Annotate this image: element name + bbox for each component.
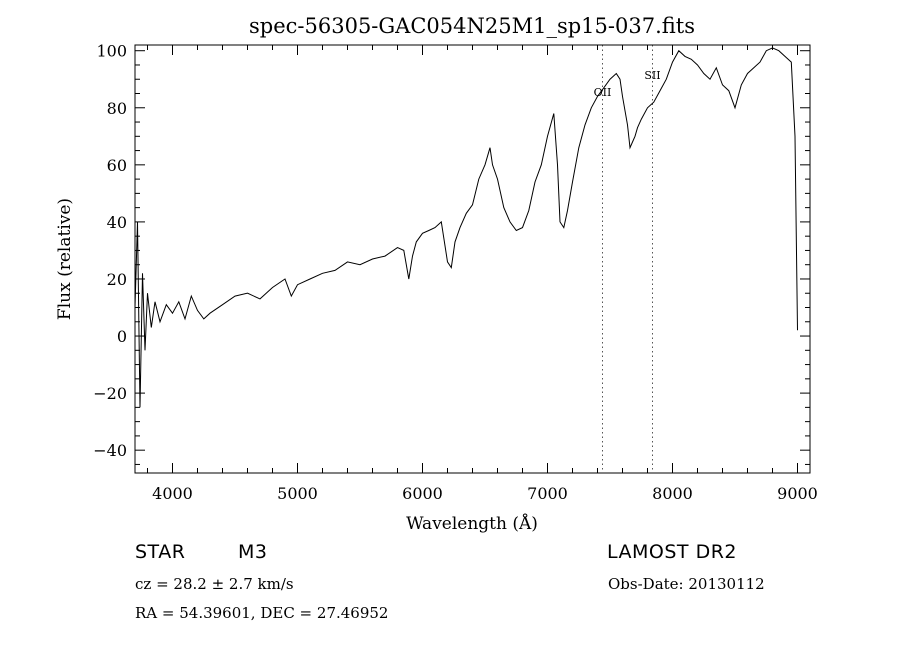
- y-tick-label: 100: [96, 42, 127, 61]
- x-tick-label: 6000: [402, 484, 443, 503]
- redshift-cz: cz = 28.2 ± 2.7 km/s: [135, 575, 294, 593]
- spectrum-line: [134, 47, 798, 408]
- plot-axes: 4000 5000 6000 7000 8000 9000 −40 −20 0 20 40 60 80 1…: [93, 42, 818, 503]
- y-tick-label: −40: [93, 441, 127, 460]
- x-axis-label: Wavelength (Å): [406, 513, 538, 534]
- line-markers: OII SII: [594, 45, 661, 473]
- line-marker-label: SII: [644, 69, 660, 82]
- x-tick-label: 8000: [652, 484, 693, 503]
- observation-date: Obs-Date: 20130112: [608, 575, 765, 593]
- x-tick-label: 5000: [277, 484, 318, 503]
- spectral-subclass: M3: [238, 541, 268, 563]
- y-tick-label: 40: [107, 213, 127, 232]
- y-tick-label: 0: [117, 327, 127, 346]
- y-tick-label: 80: [107, 99, 127, 118]
- survey-name: LAMOST DR2: [607, 541, 737, 563]
- y-tick-label: 60: [107, 156, 127, 175]
- x-tick-label: 7000: [527, 484, 568, 503]
- line-marker-label: OII: [594, 86, 612, 99]
- coordinates: RA = 54.39601, DEC = 27.46952: [135, 604, 389, 622]
- object-type: STAR: [135, 541, 186, 563]
- y-axis-label: Flux (relative): [55, 198, 75, 320]
- x-tick-label: 9000: [777, 484, 818, 503]
- y-tick-label: 20: [107, 270, 127, 289]
- chart-title: spec-56305-GAC054N25M1_sp15-037.fits: [249, 14, 695, 38]
- y-tick-label: −20: [93, 384, 127, 403]
- x-tick-label: 4000: [152, 484, 193, 503]
- plot-frame: [134, 44, 811, 474]
